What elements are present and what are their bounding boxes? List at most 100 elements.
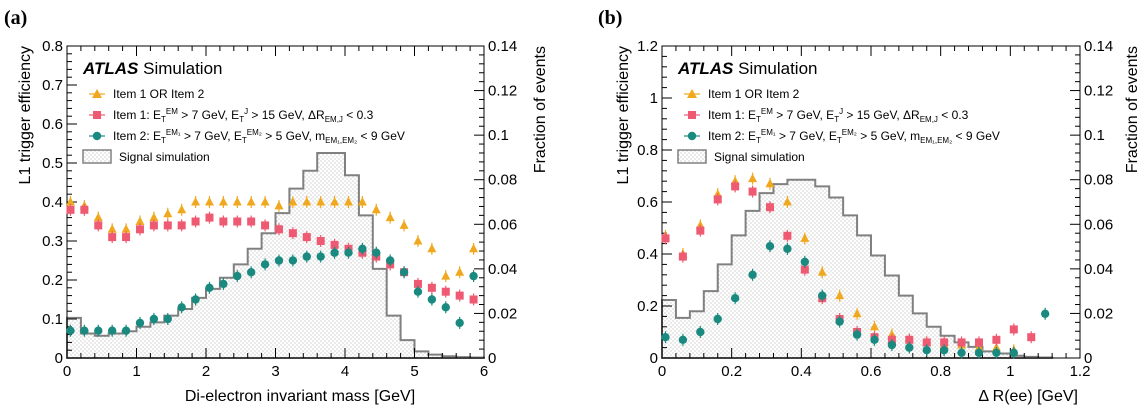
data-point-or — [869, 321, 879, 331]
data-point-or — [218, 197, 228, 206]
legend-item1-label: Item 1: ETEM > 7 GeV, ETJ > 15 GeV, ΔREM… — [708, 107, 969, 124]
y-left-tick-label: 0 — [650, 350, 658, 367]
legend-item2-label: Item 2: ETEM₁ > 7 GeV, ETEM₂ > 5 GeV, mE… — [113, 128, 405, 145]
signal-histogram — [66, 151, 485, 359]
data-point-or — [149, 212, 159, 222]
legend-item1-label: Item 1: ETEM > 7 GeV, ETJ > 15 GeV, ΔREM… — [113, 107, 374, 124]
data-point-item2 — [177, 303, 186, 312]
data-point-item2 — [818, 291, 827, 300]
data-point-or — [413, 236, 423, 245]
y-right-tick-label: 0.04 — [488, 261, 517, 278]
data-point-item2 — [205, 283, 214, 292]
data-point-item1 — [922, 338, 931, 347]
data-point-item2 — [191, 295, 200, 304]
data-point-item2 — [661, 333, 670, 342]
legend-item1-marker — [688, 111, 696, 119]
data-point-item1 — [288, 229, 297, 238]
y-right-tick-label: 0.08 — [1084, 172, 1113, 189]
data-point-item2 — [783, 244, 792, 253]
data-point-item2 — [974, 348, 984, 357]
data-point-item2 — [94, 326, 103, 335]
data-point-item1 — [765, 203, 774, 212]
data-point-item2 — [80, 326, 89, 335]
legend-item1-marker — [93, 111, 101, 119]
data-point-item2 — [748, 270, 757, 279]
legend-or-label: Item 1 OR Item 2 — [708, 87, 800, 101]
data-point-or — [782, 197, 792, 206]
data-point-or — [852, 308, 862, 318]
data-point-or — [274, 200, 284, 210]
y-right-tick-label: 0.1 — [1084, 127, 1105, 144]
data-point-item2 — [219, 279, 228, 289]
data-point-or — [371, 204, 381, 214]
data-point-item2 — [992, 348, 1001, 357]
data-point-item1 — [661, 234, 670, 243]
panel-a: 0 1 2 3 4 5 600.10.20.30.40.50.60.70.800.020.0… — [4, 7, 549, 405]
data-point-item2 — [696, 327, 705, 337]
data-point-item2 — [260, 260, 270, 269]
data-point-or — [385, 212, 395, 222]
y-right-tick-label: 0.06 — [1084, 216, 1113, 233]
data-point-item2 — [455, 318, 464, 328]
data-point-item2 — [730, 294, 740, 303]
y-right-tick-label: 0.1 — [488, 127, 509, 144]
y-left-tick-label: 0.6 — [42, 116, 63, 133]
data-point-or — [93, 212, 103, 222]
x-tick-label: 0.6 — [861, 363, 882, 380]
data-point-item1 — [261, 221, 270, 230]
panel-label: (b) — [598, 7, 622, 29]
data-point-item2 — [358, 244, 367, 253]
data-point-item1 — [800, 265, 809, 274]
data-point-item2 — [441, 303, 450, 312]
data-point-item1 — [992, 335, 1001, 344]
legend-signal-label: Signal simulation — [714, 150, 805, 164]
data-point-item2 — [427, 295, 437, 304]
y-left-tick-label: 0.2 — [42, 272, 63, 289]
data-point-item1 — [713, 195, 722, 204]
data-point-item2 — [1040, 309, 1050, 318]
data-point-item2 — [765, 242, 775, 251]
data-point-item2 — [372, 248, 381, 257]
y-left-tick-label: 0.4 — [637, 246, 658, 263]
data-point-item1 — [247, 217, 256, 226]
data-point-item2 — [469, 271, 478, 281]
data-point-item2 — [330, 248, 339, 257]
data-point-or — [748, 173, 758, 183]
data-point-item1 — [905, 335, 914, 344]
y-right-tick-label: 0.04 — [1084, 261, 1113, 278]
y-right-axis-label: Fraction of events — [1124, 46, 1141, 173]
data-point-item1 — [455, 291, 464, 300]
legend-item2-label: Item 2: ETEM₁ > 7 GeV, ETEM₂ > 5 GeV, mE… — [708, 128, 1000, 145]
data-point-or — [343, 197, 353, 206]
x-tick-label: 0 — [63, 363, 71, 380]
data-point-item1 — [122, 233, 131, 242]
data-point-item2 — [107, 326, 117, 335]
y-right-axis-label: Fraction of events — [532, 46, 549, 173]
y-left-tick-label: 0.3 — [42, 233, 63, 250]
y-left-tick-label: 0.2 — [637, 298, 658, 315]
data-point-item2 — [233, 271, 242, 281]
data-point-or — [835, 290, 845, 300]
data-point-item1 — [108, 233, 117, 242]
data-point-item2 — [800, 257, 810, 266]
data-point-item1 — [302, 233, 311, 242]
data-point-item1 — [163, 221, 172, 230]
x-tick-label: 3 — [271, 363, 279, 380]
y-left-tick-label: 0.7 — [42, 77, 63, 94]
data-point-or — [121, 224, 131, 233]
y-left-tick-label: 1.2 — [637, 38, 658, 55]
data-point-item1 — [748, 187, 757, 196]
data-point-item1 — [731, 182, 740, 191]
data-point-item1 — [427, 283, 436, 292]
data-point-or — [765, 178, 775, 188]
data-point-item2 — [385, 256, 395, 265]
data-point-item1 — [177, 221, 186, 230]
y-right-tick-label: 0.02 — [488, 305, 517, 322]
y-right-tick-label: 0.02 — [1084, 305, 1113, 322]
legend-or-marker — [687, 89, 697, 98]
y-right-tick-label: 0.06 — [488, 216, 517, 233]
data-point-item2 — [121, 326, 131, 335]
y-left-tick-label: 0.8 — [637, 142, 658, 159]
data-point-item1 — [330, 240, 339, 249]
